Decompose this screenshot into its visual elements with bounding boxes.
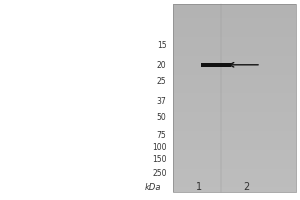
Bar: [172, 164, 296, 168]
Bar: [172, 4, 296, 192]
Bar: [172, 117, 296, 122]
Bar: [172, 107, 296, 112]
Bar: [201, 63, 231, 67]
Bar: [172, 70, 296, 75]
Bar: [172, 168, 296, 173]
Bar: [172, 183, 296, 187]
Bar: [172, 126, 296, 131]
Bar: [172, 187, 296, 192]
Text: kDa: kDa: [145, 182, 161, 192]
Text: 1: 1: [196, 182, 202, 192]
Bar: [172, 159, 296, 164]
Bar: [172, 51, 296, 56]
Text: 37: 37: [157, 97, 166, 106]
Bar: [172, 98, 296, 103]
Text: 20: 20: [157, 60, 166, 70]
Text: 250: 250: [152, 168, 166, 178]
Bar: [172, 32, 296, 37]
Bar: [172, 18, 296, 23]
Bar: [172, 4, 296, 9]
Bar: [172, 13, 296, 18]
Bar: [172, 42, 296, 46]
Bar: [172, 75, 296, 79]
Bar: [172, 145, 296, 150]
Text: 100: 100: [152, 142, 166, 152]
Bar: [172, 112, 296, 117]
Bar: [172, 178, 296, 183]
Bar: [172, 60, 296, 65]
Bar: [172, 103, 296, 107]
Text: 15: 15: [157, 40, 166, 49]
Text: 150: 150: [152, 154, 166, 164]
Text: 75: 75: [157, 130, 166, 140]
Bar: [172, 79, 296, 84]
Bar: [172, 28, 296, 32]
Bar: [172, 9, 296, 13]
Text: 2: 2: [243, 182, 249, 192]
Bar: [172, 56, 296, 60]
Bar: [172, 154, 296, 159]
Bar: [172, 93, 296, 98]
Bar: [172, 65, 296, 70]
Bar: [172, 46, 296, 51]
Text: 50: 50: [157, 112, 166, 121]
Bar: [172, 140, 296, 145]
Bar: [172, 150, 296, 154]
Bar: [172, 131, 296, 136]
Bar: [172, 23, 296, 27]
Bar: [172, 89, 296, 93]
Bar: [172, 136, 296, 140]
Bar: [172, 37, 296, 42]
Bar: [172, 122, 296, 126]
Bar: [172, 84, 296, 89]
Text: 25: 25: [157, 76, 166, 86]
Bar: [172, 173, 296, 178]
